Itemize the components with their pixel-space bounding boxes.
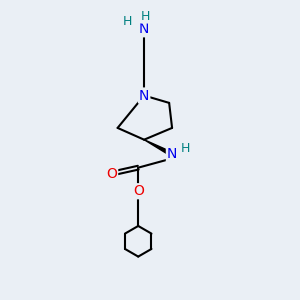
Text: H: H xyxy=(181,142,190,155)
Text: O: O xyxy=(133,184,144,198)
Text: N: N xyxy=(139,88,149,103)
Text: N: N xyxy=(167,147,177,161)
Text: N: N xyxy=(139,22,149,36)
Text: H: H xyxy=(123,15,133,28)
Polygon shape xyxy=(144,140,173,156)
Text: H: H xyxy=(141,10,150,22)
Text: O: O xyxy=(106,167,117,181)
